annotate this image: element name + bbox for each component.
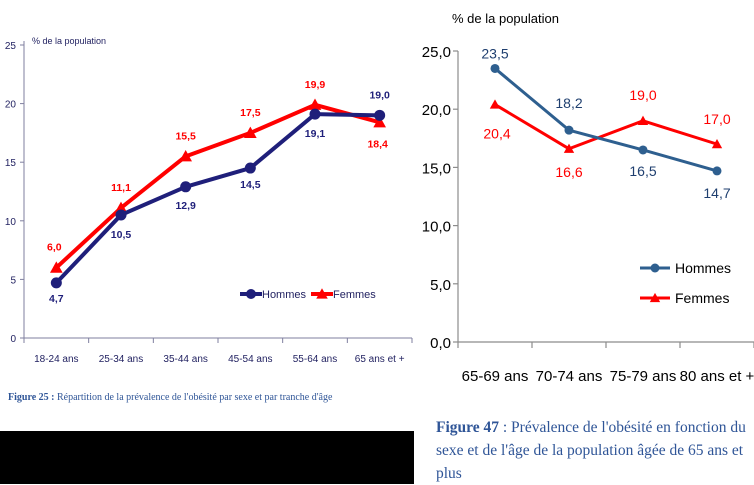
data-label-femmes: 20,4 xyxy=(483,126,510,142)
figure-47-caption: Figure 47 : Prévalence de l'obésité en f… xyxy=(436,416,754,485)
y-tick-label: 15 xyxy=(5,158,17,169)
legend-marker-hommes xyxy=(246,289,256,299)
data-point-hommes xyxy=(50,277,62,289)
data-label-hommes: 18,2 xyxy=(555,95,582,111)
data-label-hommes: 16,5 xyxy=(629,163,656,179)
x-tick-label: 55-64 ans xyxy=(293,354,337,365)
y-tick-label: 15,0 xyxy=(422,160,451,177)
y-tick-label: 0 xyxy=(10,334,16,345)
figure-25-caption-text: Répartition de la prévalence de l'obésit… xyxy=(54,392,333,403)
x-tick-label: 65 ans et + xyxy=(355,354,405,365)
data-label-hommes: 14,7 xyxy=(703,185,730,201)
x-tick-label: 18-24 ans xyxy=(34,354,78,365)
data-label-femmes: 19,0 xyxy=(629,87,656,103)
y-axis-title: % de la population xyxy=(32,36,106,46)
data-point-femmes xyxy=(637,115,649,125)
redaction-box xyxy=(0,431,414,484)
data-point-femmes xyxy=(308,98,322,110)
x-tick-label: 35-44 ans xyxy=(163,354,207,365)
data-label-hommes: 4,7 xyxy=(49,293,64,305)
data-label-femmes: 11,1 xyxy=(111,182,131,194)
y-tick-label: 10 xyxy=(5,217,17,228)
data-point-femmes xyxy=(50,261,63,273)
data-point-femmes xyxy=(244,126,257,138)
figure-47-caption-prefix: Figure 47 xyxy=(436,419,499,436)
chart-figure-47: % de la population 0,0 5,0 10,0 15,0 20,0 25,0… xyxy=(422,11,754,385)
data-label-hommes: 12,9 xyxy=(175,200,196,212)
legend-label-femmes: Femmes xyxy=(333,289,376,301)
chart-figure-25: % de la population 0 5 10 15 20 25 18-24 ans 25-… xyxy=(5,36,413,365)
data-label-hommes: 19,0 xyxy=(369,89,390,101)
x-tick-label: 65-69 ans xyxy=(462,368,529,385)
y-tick-label: 25 xyxy=(5,41,17,52)
data-point-hommes xyxy=(638,145,648,155)
data-point-femmes xyxy=(711,138,723,149)
series-line-femmes xyxy=(494,103,718,151)
data-point-femmes xyxy=(489,99,501,109)
x-tick-label: 80 ans et + xyxy=(680,368,754,385)
series-line-hommes xyxy=(494,67,718,173)
data-label-hommes: 19,1 xyxy=(305,128,326,140)
data-point-femmes xyxy=(373,116,386,128)
x-tick-label: 25-34 ans xyxy=(99,354,143,365)
y-tick-label: 5,0 xyxy=(430,277,451,294)
data-point-hommes xyxy=(115,209,127,221)
data-point-hommes xyxy=(309,108,321,120)
x-tick-label: 70-74 ans xyxy=(536,368,603,385)
data-label-femmes: 18,4 xyxy=(367,138,388,150)
figure-25-caption-prefix: Figure 25 : xyxy=(8,392,55,403)
data-label-hommes: 10,5 xyxy=(111,229,132,241)
data-point-hommes xyxy=(490,63,500,73)
figure-25-caption: Figure 25 : Répartition de la prévalence… xyxy=(8,392,418,403)
data-point-femmes xyxy=(114,201,128,213)
data-point-hommes xyxy=(180,181,192,193)
legend-label-hommes: Hommes xyxy=(675,260,731,276)
data-point-hommes xyxy=(564,125,574,135)
data-point-hommes xyxy=(712,166,722,176)
data-label-femmes: 16,6 xyxy=(555,164,582,180)
data-label-femmes: 17,5 xyxy=(240,107,261,119)
x-tick-label: 75-79 ans xyxy=(610,368,677,385)
data-point-femmes xyxy=(563,143,575,153)
y-tick-label: 0,0 xyxy=(430,335,451,352)
y-tick-label: 20,0 xyxy=(422,102,451,119)
series-line-hommes xyxy=(54,112,380,285)
legend-marker-femmes xyxy=(316,288,328,299)
y-tick-label: 10,0 xyxy=(422,219,451,236)
data-point-hommes xyxy=(374,109,386,121)
data-label-femmes: 15,5 xyxy=(175,130,196,142)
data-point-hommes xyxy=(244,162,256,174)
legend-marker-femmes xyxy=(649,292,661,303)
y-tick-label: 5 xyxy=(10,275,16,286)
legend-label-femmes: Femmes xyxy=(675,290,729,306)
data-point-femmes xyxy=(179,150,192,162)
data-label-hommes: 14,5 xyxy=(240,179,261,191)
x-tick-label: 45-54 ans xyxy=(228,354,272,365)
y-tick-label: 25,0 xyxy=(422,44,451,61)
data-label-hommes: 23,5 xyxy=(481,45,508,61)
figure-47-caption-text: : Prévalence de l'obésité en fonction du… xyxy=(436,419,746,482)
data-label-femmes: 19,9 xyxy=(305,79,326,91)
legend-marker-hommes xyxy=(650,263,660,273)
y-tick-label: 20 xyxy=(5,100,17,111)
legend-label-hommes: Hommes xyxy=(262,289,307,301)
y-axis-title: % de la population xyxy=(452,11,559,26)
data-label-femmes: 6,0 xyxy=(47,242,62,254)
series-line-femmes xyxy=(54,102,381,270)
data-label-femmes: 17,0 xyxy=(703,111,730,127)
